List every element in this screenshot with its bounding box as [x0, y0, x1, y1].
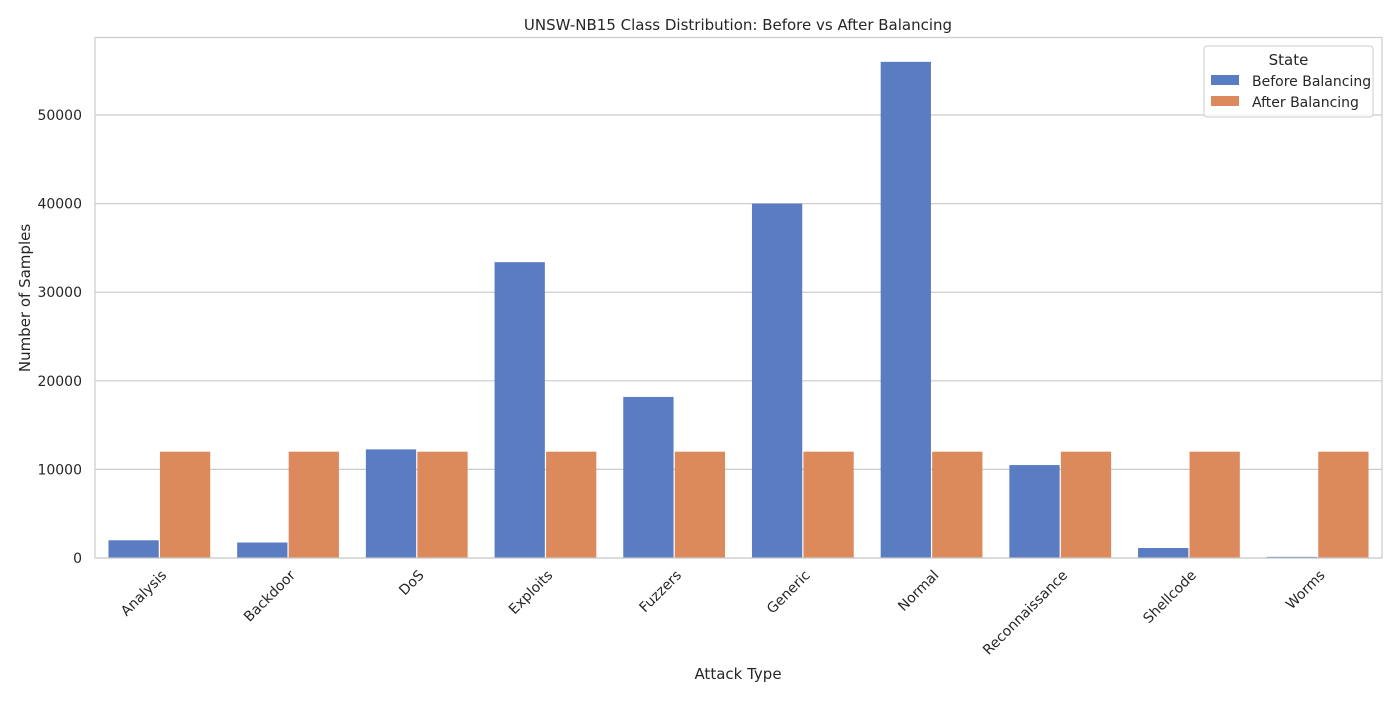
legend-label-before: Before Balancing: [1252, 74, 1371, 90]
bar-after-balancing: [417, 451, 468, 558]
legend: State Before Balancing After Balancing: [1203, 45, 1374, 118]
bar-after-balancing: [1189, 451, 1240, 558]
y-axis-ticks: 0 10000 20000 30000 40000 50000: [37, 108, 82, 567]
x-tick-label: Worms: [1283, 568, 1328, 613]
x-tick-label: Normal: [895, 568, 942, 615]
x-axis-ticks: Analysis Backdoor DoS Exploits Fuzzers Generi…: [118, 567, 1328, 658]
y-tick-label: 40000: [37, 197, 82, 213]
grid-lines: [95, 114, 1382, 559]
bar-before-balancing: [1009, 465, 1060, 558]
legend-label-after: After Balancing: [1252, 95, 1359, 111]
y-tick-label: 20000: [37, 374, 82, 390]
y-tick-label: 30000: [37, 285, 82, 301]
bar-before-balancing: [880, 61, 931, 558]
bar-after-balancing: [932, 451, 983, 558]
legend-swatch-after: [1211, 96, 1239, 106]
bar-after-balancing: [674, 451, 726, 558]
y-tick-label: 50000: [37, 108, 82, 124]
y-tick-label: 0: [73, 551, 82, 567]
x-tick-label: DoS: [396, 567, 427, 598]
y-tick-label: 10000: [37, 462, 82, 478]
bar-before-balancing: [751, 203, 803, 559]
y-axis-label: Number of Samples: [16, 224, 34, 372]
bar-after-balancing: [1060, 451, 1112, 558]
x-axis-label: Attack Type: [694, 665, 781, 683]
legend-title: State: [1269, 51, 1309, 69]
x-tick-label: Backdoor: [241, 567, 299, 625]
x-tick-label: Fuzzers: [637, 568, 685, 616]
bar-before-balancing: [1138, 547, 1189, 558]
legend-swatch-before: [1211, 75, 1239, 85]
plot-frame: [94, 36, 1383, 559]
bar-after-balancing: [288, 451, 339, 558]
bar-after-balancing: [1318, 451, 1369, 558]
bar-before-balancing: [494, 262, 545, 558]
x-tick-label: Reconnaissance: [980, 568, 1071, 659]
bar-before-balancing: [237, 542, 288, 558]
legend-frame: [1203, 45, 1374, 118]
bars: [108, 61, 1369, 559]
x-tick-label: Generic: [764, 568, 814, 618]
bar-after-balancing: [546, 451, 597, 558]
chart-title: UNSW-NB15 Class Distribution: Before vs …: [524, 16, 952, 34]
bar-before-balancing: [108, 540, 159, 558]
x-tick-label: Analysis: [118, 568, 170, 620]
bar-before-balancing: [365, 449, 417, 558]
x-tick-label: Exploits: [506, 568, 556, 618]
x-tick-label: Shellcode: [1140, 568, 1199, 627]
bar-after-balancing: [803, 451, 854, 558]
bar-before-balancing: [623, 396, 674, 558]
bar-after-balancing: [159, 451, 211, 558]
